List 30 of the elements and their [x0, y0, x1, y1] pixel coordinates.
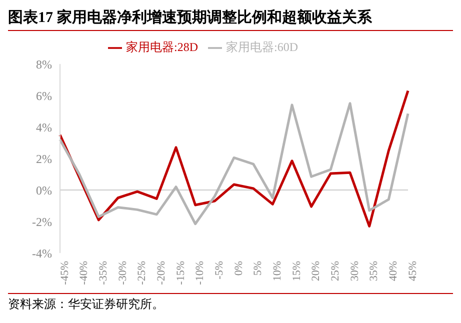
x-tick-label: 35% — [368, 261, 380, 282]
text: 资料来源：华安证券研究所。 — [8, 293, 453, 313]
legend-label: 家用电器:28D — [126, 40, 198, 54]
x-tick-label: -45% — [58, 261, 71, 285]
x-tick-label: -10% — [194, 261, 206, 285]
y-tick-label: 8% — [36, 57, 52, 72]
x-tick-label: -30% — [116, 261, 129, 285]
x-tick-label: 0% — [232, 261, 245, 276]
x-tick-label: -15% — [174, 261, 187, 285]
x-tick-label: -35% — [97, 261, 110, 285]
y-tick-label: 2% — [36, 152, 52, 166]
x-tick-label: 20% — [310, 261, 322, 282]
x-tick-label: 15% — [290, 261, 303, 282]
x-tick-label: -25% — [136, 261, 148, 285]
x-tick-label: -40% — [78, 261, 90, 285]
x-tick-label: 30% — [348, 261, 361, 282]
x-tick-label: 40% — [387, 261, 400, 282]
x-tick-label: -5% — [213, 261, 226, 280]
y-tick-label: 4% — [36, 120, 52, 134]
x-tick-label: 25% — [329, 261, 342, 282]
y-tick-label: 6% — [36, 88, 52, 103]
x-tick-label: 10% — [271, 261, 284, 282]
chart-title: 图表17 家用电器净利增速预期调整比例和超额收益关系 — [8, 8, 453, 31]
y-tick-label: 0% — [36, 183, 52, 198]
x-tick-label: -20% — [155, 261, 168, 285]
x-tick-label: 45% — [406, 261, 419, 282]
x-tick-label: 5% — [252, 261, 264, 276]
y-tick-label: -2% — [32, 214, 52, 229]
y-tick-label: -4% — [32, 246, 52, 260]
legend-label: 家用电器:60D — [226, 40, 298, 54]
